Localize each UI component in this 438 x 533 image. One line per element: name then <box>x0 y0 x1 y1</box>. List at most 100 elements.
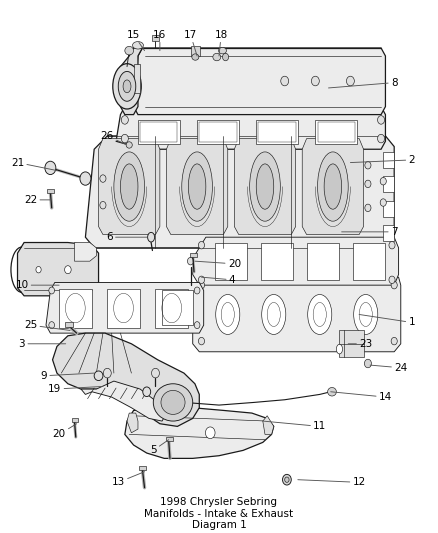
Ellipse shape <box>100 175 106 182</box>
Text: 3: 3 <box>18 339 66 349</box>
Ellipse shape <box>311 76 319 86</box>
Ellipse shape <box>213 53 221 61</box>
Polygon shape <box>383 152 394 168</box>
Text: 13: 13 <box>112 472 145 487</box>
Polygon shape <box>127 413 138 433</box>
Ellipse shape <box>380 199 386 206</box>
Ellipse shape <box>365 204 371 212</box>
Polygon shape <box>193 237 399 285</box>
Ellipse shape <box>182 152 212 221</box>
Text: 8: 8 <box>328 78 398 88</box>
Ellipse shape <box>120 164 138 209</box>
Polygon shape <box>353 243 385 280</box>
Ellipse shape <box>285 477 289 482</box>
Polygon shape <box>193 277 401 352</box>
Ellipse shape <box>281 76 289 86</box>
Ellipse shape <box>121 134 128 143</box>
Ellipse shape <box>336 344 343 354</box>
Bar <box>47 189 54 193</box>
Ellipse shape <box>100 201 106 209</box>
Polygon shape <box>155 289 188 328</box>
Text: 20: 20 <box>53 424 77 439</box>
Text: 2: 2 <box>350 155 415 165</box>
Polygon shape <box>383 225 394 241</box>
Bar <box>190 253 197 257</box>
Ellipse shape <box>198 281 205 289</box>
Polygon shape <box>116 107 385 149</box>
Text: 10: 10 <box>15 280 59 290</box>
Ellipse shape <box>153 384 193 421</box>
Ellipse shape <box>391 281 397 289</box>
Bar <box>139 466 146 470</box>
Ellipse shape <box>114 152 145 221</box>
Polygon shape <box>134 48 385 115</box>
Ellipse shape <box>261 294 286 335</box>
Polygon shape <box>315 120 357 144</box>
Text: 1998 Chrysler Sebring
Manifolds - Intake & Exhaust
Diagram 1: 1998 Chrysler Sebring Manifolds - Intake… <box>145 497 293 530</box>
Bar <box>152 35 159 41</box>
Ellipse shape <box>49 322 54 328</box>
Text: 22: 22 <box>24 195 50 205</box>
Text: 5: 5 <box>150 440 169 455</box>
Text: 1: 1 <box>359 314 415 327</box>
Polygon shape <box>307 243 339 280</box>
Ellipse shape <box>380 177 386 185</box>
Ellipse shape <box>307 294 332 335</box>
Ellipse shape <box>194 322 200 328</box>
Polygon shape <box>59 289 92 328</box>
Polygon shape <box>99 139 160 235</box>
Ellipse shape <box>378 134 385 143</box>
Text: 12: 12 <box>298 478 366 487</box>
Ellipse shape <box>346 76 354 86</box>
Polygon shape <box>166 139 228 235</box>
Polygon shape <box>215 243 247 280</box>
Polygon shape <box>18 243 99 296</box>
Polygon shape <box>85 136 394 248</box>
Ellipse shape <box>132 42 143 49</box>
Ellipse shape <box>188 164 206 209</box>
Text: 4: 4 <box>201 275 236 285</box>
Ellipse shape <box>45 161 56 175</box>
Ellipse shape <box>283 474 291 485</box>
Bar <box>166 437 173 441</box>
Polygon shape <box>263 416 274 434</box>
Ellipse shape <box>378 116 385 124</box>
Text: 26: 26 <box>101 131 125 144</box>
Text: 20: 20 <box>195 259 241 269</box>
Ellipse shape <box>250 152 280 221</box>
Ellipse shape <box>126 142 132 148</box>
Text: 11: 11 <box>263 421 326 431</box>
Ellipse shape <box>324 164 342 209</box>
Ellipse shape <box>36 266 41 273</box>
Text: 15: 15 <box>127 30 145 51</box>
Ellipse shape <box>256 164 274 209</box>
Ellipse shape <box>161 390 185 415</box>
Ellipse shape <box>80 172 91 185</box>
Ellipse shape <box>65 265 71 274</box>
Bar <box>191 46 200 56</box>
Ellipse shape <box>103 368 111 378</box>
Ellipse shape <box>328 387 336 396</box>
Polygon shape <box>302 139 364 235</box>
Ellipse shape <box>118 71 136 101</box>
Polygon shape <box>197 120 239 144</box>
Ellipse shape <box>143 387 151 397</box>
Ellipse shape <box>187 257 194 265</box>
Ellipse shape <box>125 46 134 55</box>
Ellipse shape <box>318 152 348 221</box>
Ellipse shape <box>192 54 199 60</box>
Text: 19: 19 <box>48 384 103 394</box>
Ellipse shape <box>94 371 103 381</box>
Text: 18: 18 <box>215 30 228 56</box>
Bar <box>72 418 78 422</box>
Ellipse shape <box>148 232 155 242</box>
Text: 24: 24 <box>370 363 407 373</box>
Ellipse shape <box>365 180 371 188</box>
Polygon shape <box>383 201 394 217</box>
Ellipse shape <box>205 427 215 439</box>
Ellipse shape <box>198 276 205 284</box>
Text: 16: 16 <box>153 30 166 51</box>
Polygon shape <box>261 243 293 280</box>
Text: 9: 9 <box>40 371 94 381</box>
Polygon shape <box>125 408 274 458</box>
